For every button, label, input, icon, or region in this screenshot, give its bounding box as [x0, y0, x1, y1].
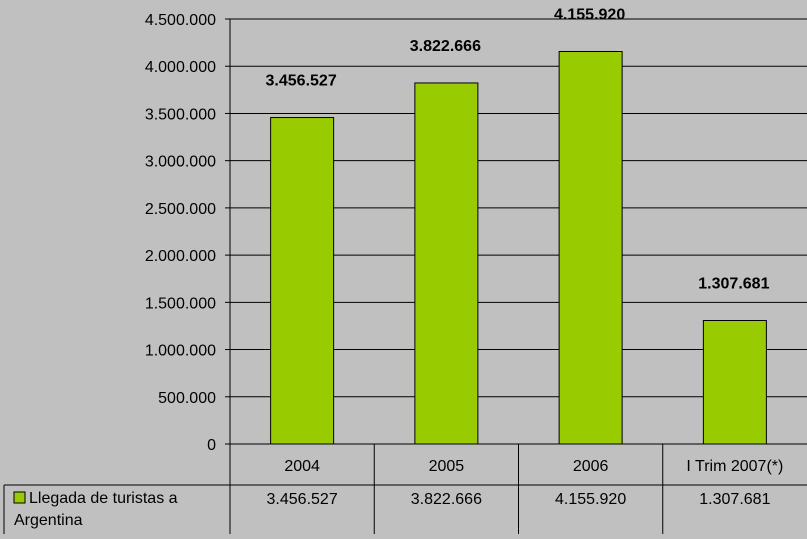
x-category-label: 2005 — [429, 458, 465, 475]
x-category-label: I Trim 2007(*) — [686, 458, 783, 475]
table-value-cell: 4.155.920 — [555, 491, 626, 508]
bar-value-label: 4.155.920 — [554, 6, 625, 23]
x-category-label: 2004 — [284, 458, 320, 475]
y-tick-label: 4.500.000 — [145, 12, 216, 29]
y-tick-label: 3.000.000 — [145, 154, 216, 171]
bar-2005 — [414, 82, 479, 445]
bar-2006 — [558, 50, 623, 445]
bar-value-label: 3.456.527 — [266, 73, 337, 90]
y-tick-label: 1.000.000 — [145, 343, 216, 360]
y-tick-label: 4.000.000 — [145, 59, 216, 76]
y-tick-label: 0 — [207, 437, 216, 454]
bar-i-trim-2007- — [702, 319, 767, 445]
legend-label-line: Argentina — [14, 512, 83, 529]
y-tick-label: 500.000 — [158, 390, 216, 407]
table-value-cell: 3.822.666 — [411, 491, 482, 508]
y-tick-label: 2.500.000 — [145, 201, 216, 218]
table-value-cell: 1.307.681 — [699, 491, 770, 508]
y-tick-label: 1.500.000 — [145, 295, 216, 312]
bar-2004 — [270, 117, 335, 445]
y-tick-label: 3.500.000 — [145, 106, 216, 123]
x-category-label: 2006 — [573, 458, 609, 475]
bar-value-label: 1.307.681 — [698, 275, 769, 292]
legend-swatch — [13, 491, 26, 504]
legend-label-line: Llegada de turistas a — [29, 490, 178, 507]
y-tick-label: 2.000.000 — [145, 248, 216, 265]
bar-value-label: 3.822.666 — [410, 38, 481, 55]
table-value-cell: 3.456.527 — [267, 491, 338, 508]
